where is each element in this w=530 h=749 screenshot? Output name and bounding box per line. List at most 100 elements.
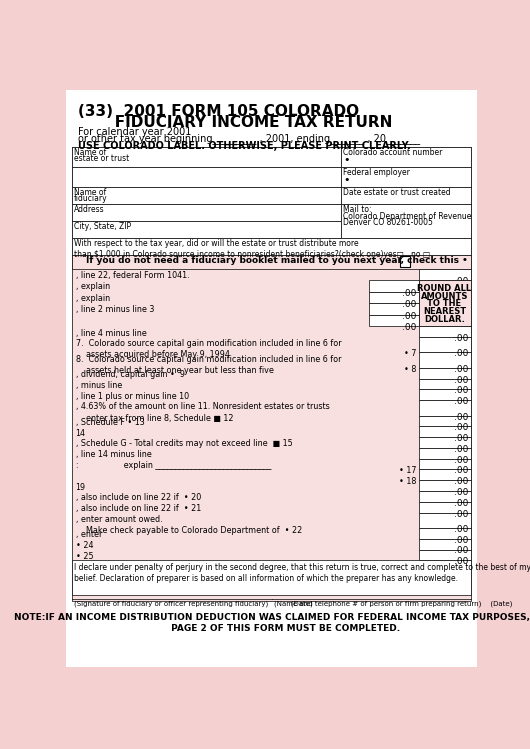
Bar <box>419 426 471 437</box>
Text: , also include on line 22 if  • 21: , also include on line 22 if • 21 <box>76 504 201 513</box>
Text: .00: .00 <box>454 386 469 395</box>
Text: , enter amount owed.
    Make check payable to Colorado Department of  • 22: , enter amount owed. Make check payable … <box>76 515 302 535</box>
Bar <box>419 491 471 502</box>
Bar <box>419 502 471 512</box>
Text: City, State, ZIP: City, State, ZIP <box>74 222 131 231</box>
Bar <box>73 237 471 255</box>
Text: .00: .00 <box>402 288 417 297</box>
Text: .00: .00 <box>454 397 469 406</box>
Bar <box>419 470 471 480</box>
Text: • 25: • 25 <box>76 552 93 561</box>
Text: (Name and telephone # of person or firm preparing return)    (Date): (Name and telephone # of person or firm … <box>274 601 513 607</box>
Text: ROUND ALL: ROUND ALL <box>418 284 472 293</box>
Text: 4: 4 <box>420 312 426 321</box>
Bar <box>419 437 471 448</box>
Text: .00: .00 <box>454 477 469 486</box>
Text: , minus line: , minus line <box>76 381 122 390</box>
Text: • 8: • 8 <box>404 365 417 374</box>
Text: NEAREST: NEAREST <box>423 307 466 316</box>
Text: DOLLAR.: DOLLAR. <box>424 315 465 324</box>
Text: .00: .00 <box>454 349 469 358</box>
Text: .00: .00 <box>454 334 469 343</box>
Bar <box>419 458 471 470</box>
Text: 14: 14 <box>76 428 85 437</box>
Text: USE COLORADO LABEL. OTHERWISE, PLEASE PRINT CLEARLY.: USE COLORADO LABEL. OTHERWISE, PLEASE PR… <box>78 142 411 151</box>
Bar <box>419 389 471 400</box>
Text: Mail to:: Mail to: <box>343 205 372 214</box>
Text: • 7: • 7 <box>404 349 417 358</box>
Bar <box>419 528 471 539</box>
Bar <box>341 204 471 237</box>
Text: , enter: , enter <box>76 530 102 539</box>
Text: .00: .00 <box>402 312 417 321</box>
Text: • 18: • 18 <box>399 477 417 486</box>
Text: I declare under penalty of perjury in the second degree, that this return is tru: I declare under penalty of perjury in th… <box>74 562 530 583</box>
Text: .00: .00 <box>454 557 469 566</box>
Bar <box>341 187 471 204</box>
Text: 3: 3 <box>420 300 426 309</box>
Bar <box>73 560 471 595</box>
Text: Colorado Department of Revenue: Colorado Department of Revenue <box>343 211 471 220</box>
Bar <box>73 147 471 601</box>
Text: , line 4 minus line: , line 4 minus line <box>76 329 146 338</box>
Text: , also include on line 22 if  • 20: , also include on line 22 if • 20 <box>76 494 201 503</box>
Text: Name of: Name of <box>74 148 106 157</box>
Bar <box>419 480 471 491</box>
Text: For calendar year 2001: For calendar year 2001 <box>78 127 191 137</box>
Bar <box>400 256 410 267</box>
Text: (33)  2001 FORM 105 COLORADO: (33) 2001 FORM 105 COLORADO <box>78 104 359 119</box>
Bar <box>419 280 471 327</box>
Bar <box>419 327 471 337</box>
Text: 8.  Colorado source capital gain modification included in line 6 for
    assets : 8. Colorado source capital gain modifica… <box>76 355 341 374</box>
Text: , line 1 plus or minus line 10: , line 1 plus or minus line 10 <box>76 392 189 401</box>
Bar <box>419 448 471 458</box>
Bar <box>419 379 471 389</box>
Bar <box>419 512 471 528</box>
Text: NOTE:IF AN INCOME DISTRIBUTION DEDUCTION WAS CLAIMED FOR FEDERAL INCOME TAX PURP: NOTE:IF AN INCOME DISTRIBUTION DEDUCTION… <box>14 613 529 633</box>
Text: With respect to the tax year, did or will the estate or trust distribute more
th: With respect to the tax year, did or wil… <box>74 239 430 259</box>
Bar <box>341 167 471 187</box>
Text: .00: .00 <box>454 488 469 497</box>
Text: , Schedule F • 13: , Schedule F • 13 <box>76 418 144 427</box>
Text: Colorado account number: Colorado account number <box>343 148 443 157</box>
Text: TO THE: TO THE <box>427 300 462 309</box>
Text: 7.  Colorado source capital gain modification included in line 6 for
    assets : 7. Colorado source capital gain modifica… <box>76 339 341 360</box>
Text: :                  explain _____________________________: : explain _____________________________ <box>76 461 271 470</box>
Bar <box>73 221 341 237</box>
Bar <box>419 353 471 368</box>
Bar <box>368 280 419 291</box>
Text: .00: .00 <box>402 300 417 309</box>
Text: , line 2 minus line 3: , line 2 minus line 3 <box>76 306 154 315</box>
Text: Date estate or trust created: Date estate or trust created <box>343 189 450 198</box>
Bar <box>419 550 471 560</box>
Text: AMOUNTS: AMOUNTS <box>421 291 468 300</box>
Text: •: • <box>343 175 349 184</box>
Bar <box>419 337 471 353</box>
Text: •: • <box>343 154 349 165</box>
Bar <box>73 167 341 187</box>
Text: , Schedule G - Total credits may not exceed line  ■ 15: , Schedule G - Total credits may not exc… <box>76 440 293 449</box>
Text: .00: .00 <box>454 365 469 374</box>
Text: .00: .00 <box>454 434 469 443</box>
Text: , 4.63% of the amount on line 11. Nonresident estates or trusts
    enter tax fr: , 4.63% of the amount on line 11. Nonres… <box>76 402 329 422</box>
Text: , line 22, federal Form 1041.: , line 22, federal Form 1041. <box>76 271 189 280</box>
Text: Name of: Name of <box>74 189 106 198</box>
Text: , explain: , explain <box>76 294 110 303</box>
Bar <box>419 269 471 280</box>
Bar <box>419 539 471 550</box>
Bar <box>73 204 341 221</box>
Bar <box>419 368 471 379</box>
Text: estate or trust: estate or trust <box>74 154 129 163</box>
Text: , line 14 minus line: , line 14 minus line <box>76 450 151 459</box>
Bar <box>368 303 419 315</box>
Text: .00: .00 <box>454 375 469 384</box>
Bar <box>341 147 471 167</box>
Bar <box>368 291 419 303</box>
Text: • 24: • 24 <box>76 541 93 550</box>
Text: 19: 19 <box>76 482 86 491</box>
Text: fiduciary: fiduciary <box>74 194 108 203</box>
Text: Federal employer: Federal employer <box>343 169 410 178</box>
Text: .00: .00 <box>454 423 469 432</box>
Text: (Signature of fiduciary or officer representing fiduciary)          (Date): (Signature of fiduciary or officer repre… <box>74 601 313 607</box>
Text: Address: Address <box>74 205 104 214</box>
